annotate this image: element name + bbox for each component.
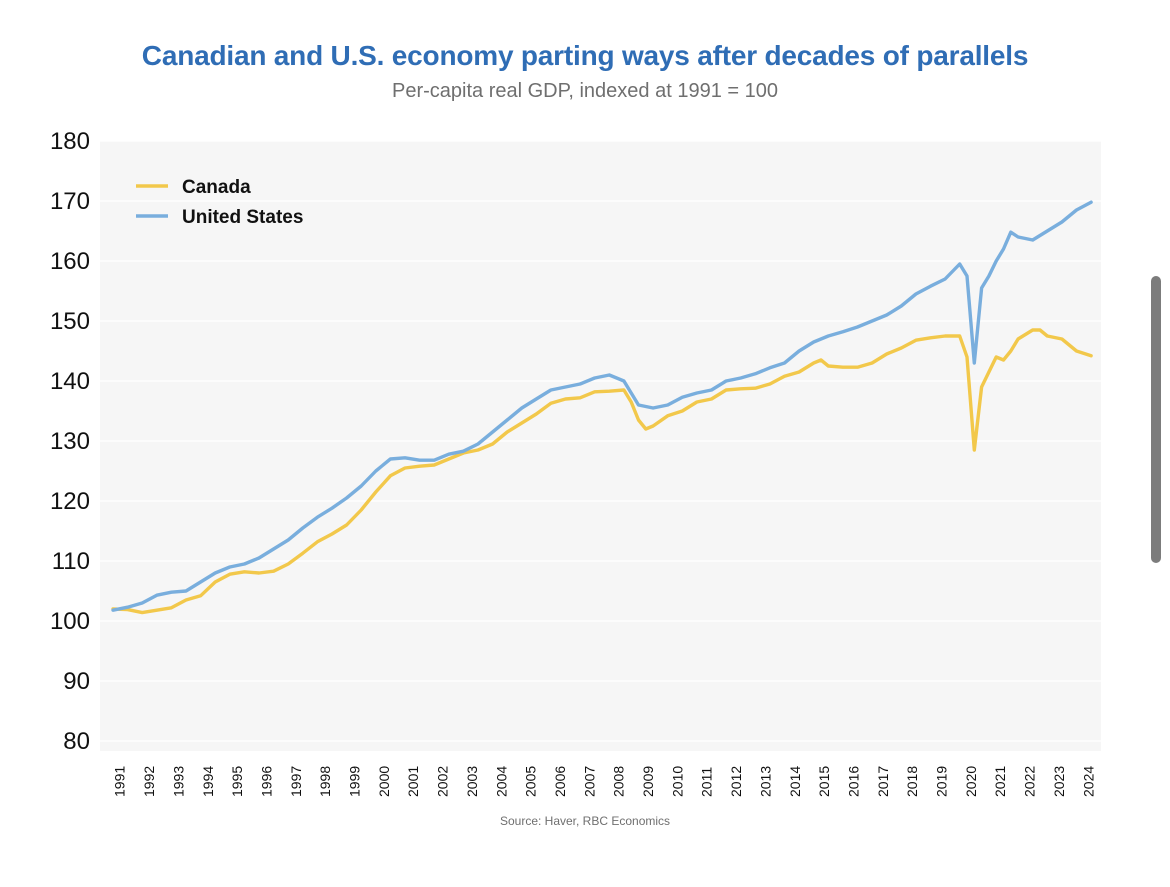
x-tick-label: 2019 xyxy=(934,766,950,797)
y-tick-label: 80 xyxy=(63,728,90,755)
x-tick-label: 2009 xyxy=(640,766,656,797)
chart-subtitle: Per-capita real GDP, indexed at 1991 = 1… xyxy=(392,80,778,102)
x-tick-label: 2023 xyxy=(1051,766,1067,797)
x-tick-label: 2020 xyxy=(963,766,979,797)
x-tick-label: 2006 xyxy=(552,766,568,797)
chart-title: Canadian and U.S. economy parting ways a… xyxy=(141,40,1029,71)
x-tick-label: 2017 xyxy=(875,766,891,797)
y-tick-label: 150 xyxy=(50,308,90,335)
legend: Canada United States xyxy=(136,177,303,228)
gridlines xyxy=(100,140,1101,742)
y-tick-label: 120 xyxy=(50,488,90,515)
x-axis-ticks: 1991 1992 1993 1994 1995 1996 1997 1998 1999 2000… xyxy=(112,766,1097,797)
x-tick-label: 2015 xyxy=(816,766,832,797)
x-tick-label: 2010 xyxy=(669,766,685,797)
y-axis-ticks: 80 90 100 110 120 130 140 150 160 170 180 xyxy=(50,128,90,755)
legend-label-united-states: United States xyxy=(182,207,303,228)
x-tick-label: 2012 xyxy=(728,766,744,797)
x-tick-label: 1995 xyxy=(229,766,245,797)
x-tick-label: 1994 xyxy=(200,766,216,797)
x-tick-label: 2007 xyxy=(581,766,597,797)
vertical-scrollbar[interactable] xyxy=(1151,276,1161,563)
x-tick-label: 1999 xyxy=(347,766,363,797)
y-tick-label: 100 xyxy=(50,608,90,635)
y-tick-label: 90 xyxy=(63,668,90,695)
series-line-united-states xyxy=(111,200,1093,612)
source-note: Source: Haver, RBC Economics xyxy=(499,814,671,828)
x-tick-label: 2008 xyxy=(611,766,627,797)
y-tick-label: 110 xyxy=(52,548,90,575)
x-tick-label: 1996 xyxy=(258,766,274,797)
series-lines xyxy=(111,200,1093,615)
x-tick-label: 2016 xyxy=(845,766,861,797)
x-tick-label: 1992 xyxy=(141,766,157,797)
y-tick-label: 180 xyxy=(50,128,90,155)
x-tick-label: 1993 xyxy=(170,766,186,797)
x-tick-label: 2000 xyxy=(376,766,392,797)
legend-label-canada: Canada xyxy=(182,177,251,198)
x-tick-label: 2022 xyxy=(1022,766,1038,797)
x-tick-label: 2011 xyxy=(699,767,715,797)
x-tick-label: 2021 xyxy=(992,766,1008,797)
x-tick-label: 2013 xyxy=(757,766,773,797)
x-tick-label: 1997 xyxy=(288,766,304,797)
y-tick-label: 130 xyxy=(50,428,90,455)
x-tick-label: 2003 xyxy=(464,766,480,797)
y-tick-label: 170 xyxy=(50,188,90,215)
x-tick-label: 2014 xyxy=(787,766,803,797)
x-tick-label: 2018 xyxy=(904,766,920,797)
x-tick-label: 2001 xyxy=(405,766,421,797)
y-tick-label: 140 xyxy=(50,368,90,395)
plot-background xyxy=(100,141,1101,751)
y-tick-label: 160 xyxy=(50,248,90,275)
series-line-canada xyxy=(111,328,1093,615)
x-tick-label: 2005 xyxy=(523,766,539,797)
x-tick-label: 2004 xyxy=(493,766,509,797)
x-tick-label: 1991 xyxy=(112,766,128,797)
x-tick-label: 1998 xyxy=(317,766,333,797)
x-tick-label: 2002 xyxy=(435,766,451,797)
x-tick-label: 2024 xyxy=(1080,766,1096,797)
